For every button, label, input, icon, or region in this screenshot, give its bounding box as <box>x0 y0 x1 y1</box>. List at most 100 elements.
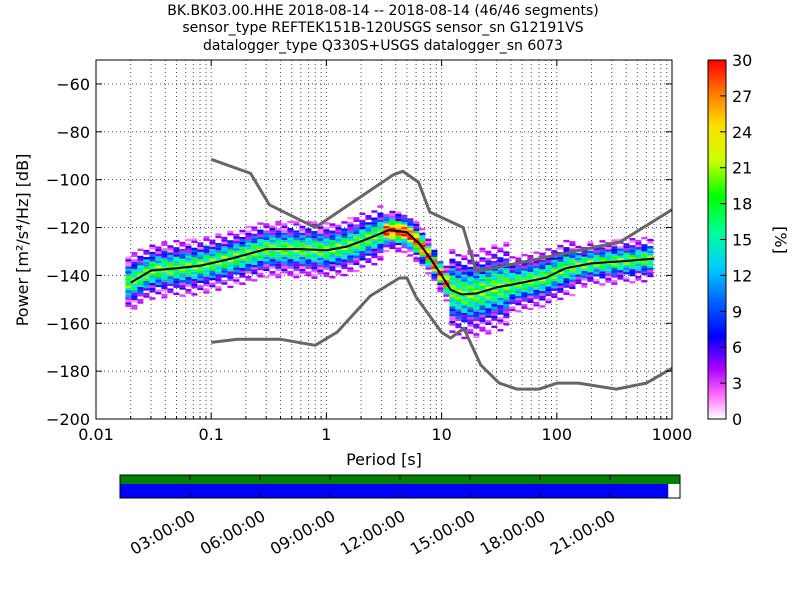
histogram-cell <box>215 257 222 260</box>
histogram-cell <box>497 309 504 313</box>
histogram-cell <box>221 272 228 276</box>
histogram-cell <box>155 246 162 249</box>
histogram-cell <box>377 243 384 247</box>
histogram-cell <box>575 274 582 277</box>
histogram-cell <box>539 286 546 289</box>
histogram-cell <box>197 275 204 279</box>
histogram-cell <box>191 278 198 282</box>
histogram-cell <box>521 306 528 309</box>
histogram-cell <box>239 275 246 278</box>
histogram-cell <box>383 228 390 231</box>
histogram-cell <box>569 253 576 256</box>
histogram-cell <box>515 295 522 299</box>
histogram-cell <box>257 251 264 254</box>
histogram-cell <box>251 248 258 251</box>
histogram-cell <box>209 251 216 254</box>
histogram-cell <box>215 274 222 277</box>
histogram-cell <box>197 273 204 276</box>
histogram-cell <box>383 216 390 219</box>
histogram-cell <box>551 288 558 291</box>
histogram-cell <box>245 264 252 267</box>
histogram-cell <box>179 256 186 259</box>
histogram-cell <box>203 272 210 275</box>
histogram-cell <box>353 257 360 261</box>
histogram-cell <box>395 216 402 219</box>
histogram-cell <box>443 294 450 297</box>
histogram-cell <box>311 269 318 272</box>
histogram-cell <box>281 271 288 274</box>
histogram-cell <box>365 241 372 244</box>
histogram-cell <box>365 246 372 249</box>
histogram-cell <box>359 236 366 239</box>
histogram-cell <box>323 257 330 261</box>
histogram-cell <box>173 268 180 272</box>
histogram-cell <box>185 245 192 249</box>
histogram-cell <box>503 313 510 316</box>
histogram-cell <box>197 242 204 245</box>
histogram-cell <box>221 270 228 273</box>
histogram-cell <box>437 277 444 281</box>
histogram-cell <box>503 301 510 304</box>
histogram-cell <box>335 224 342 228</box>
histogram-cell <box>635 261 642 264</box>
x-tick-label: 0.01 <box>78 425 114 444</box>
histogram-cell <box>251 233 258 237</box>
histogram-cell <box>359 255 366 259</box>
histogram-cell <box>167 276 174 279</box>
histogram-cell <box>473 263 480 267</box>
histogram-cell <box>623 248 630 251</box>
histogram-cell <box>245 266 252 269</box>
histogram-cell <box>437 263 444 266</box>
histogram-cell <box>287 244 294 248</box>
histogram-cell <box>275 244 282 248</box>
histogram-cell <box>353 217 360 220</box>
histogram-cell <box>317 255 324 258</box>
histogram-cell <box>311 257 318 260</box>
histogram-cell <box>527 262 534 265</box>
histogram-cell <box>545 281 552 285</box>
histogram-cell <box>269 244 276 248</box>
histogram-cell <box>569 257 576 261</box>
histogram-cell <box>575 245 582 249</box>
histogram-cell <box>521 265 528 269</box>
histogram-cell <box>641 265 648 269</box>
histogram-cell <box>587 272 594 275</box>
histogram-cell <box>425 250 432 253</box>
histogram-cell <box>521 273 528 276</box>
histogram-cell <box>467 259 474 263</box>
histogram-cell <box>599 249 606 253</box>
histogram-cell <box>623 252 630 256</box>
histogram-cell <box>233 241 240 244</box>
histogram-cell <box>305 228 312 231</box>
histogram-cell <box>395 242 402 246</box>
histogram-cell <box>287 235 294 238</box>
histogram-cell <box>401 221 408 225</box>
histogram-cell <box>125 268 132 272</box>
histogram-cell <box>281 232 288 236</box>
histogram-cell <box>485 250 492 254</box>
histogram-cell <box>479 326 486 330</box>
histogram-cell <box>257 272 264 276</box>
histogram-cell <box>125 278 132 281</box>
histogram-cell <box>545 262 552 266</box>
histogram-cell <box>527 288 534 291</box>
histogram-cell <box>485 284 492 287</box>
histogram-cell <box>587 243 594 246</box>
histogram-cell <box>611 275 618 278</box>
histogram-cell <box>401 214 408 218</box>
histogram-cell <box>281 259 288 262</box>
histogram-cell <box>449 265 456 269</box>
histogram-cell <box>161 243 168 246</box>
histogram-cell <box>353 269 360 273</box>
histogram-cell <box>149 282 156 286</box>
histogram-cell <box>599 252 606 255</box>
histogram-cell <box>305 271 312 274</box>
histogram-cell <box>209 256 216 259</box>
high-noise-model <box>210 157 672 274</box>
histogram-cell <box>137 279 144 283</box>
histogram-cell <box>407 249 414 252</box>
histogram-cell <box>215 281 222 284</box>
histogram-cell <box>305 252 312 255</box>
histogram-cell <box>407 244 414 248</box>
histogram-cell <box>173 239 180 243</box>
